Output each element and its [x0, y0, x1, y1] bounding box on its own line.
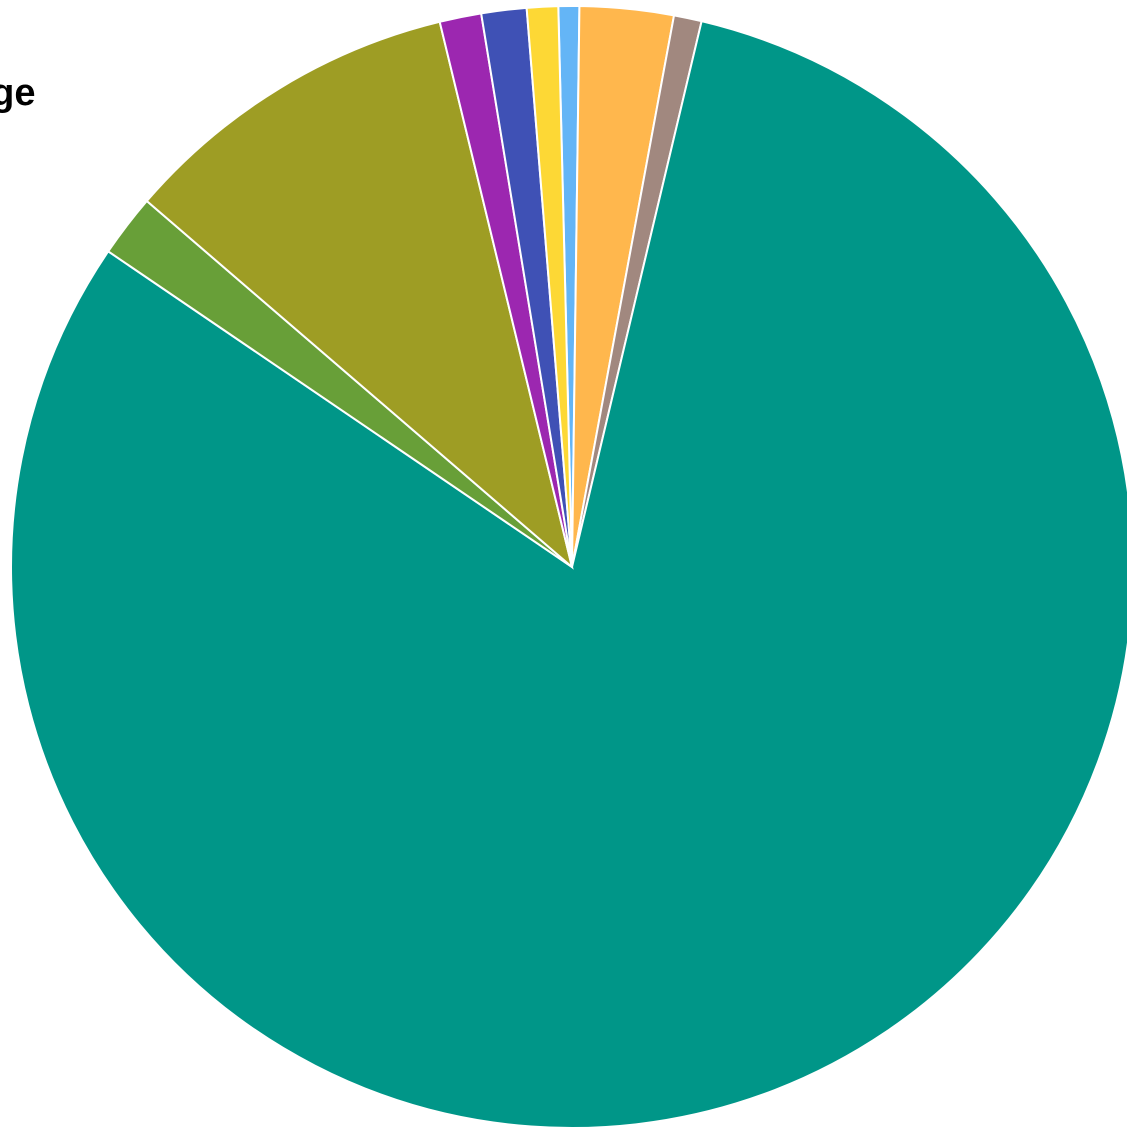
- pie-slice-4: [10, 19, 1127, 1128]
- pie-slice-6: [145, 20, 574, 570]
- pie-slice-9: [525, 5, 573, 568]
- pie-slices: [10, 5, 1127, 1128]
- chart-annotation: äge: [0, 72, 36, 114]
